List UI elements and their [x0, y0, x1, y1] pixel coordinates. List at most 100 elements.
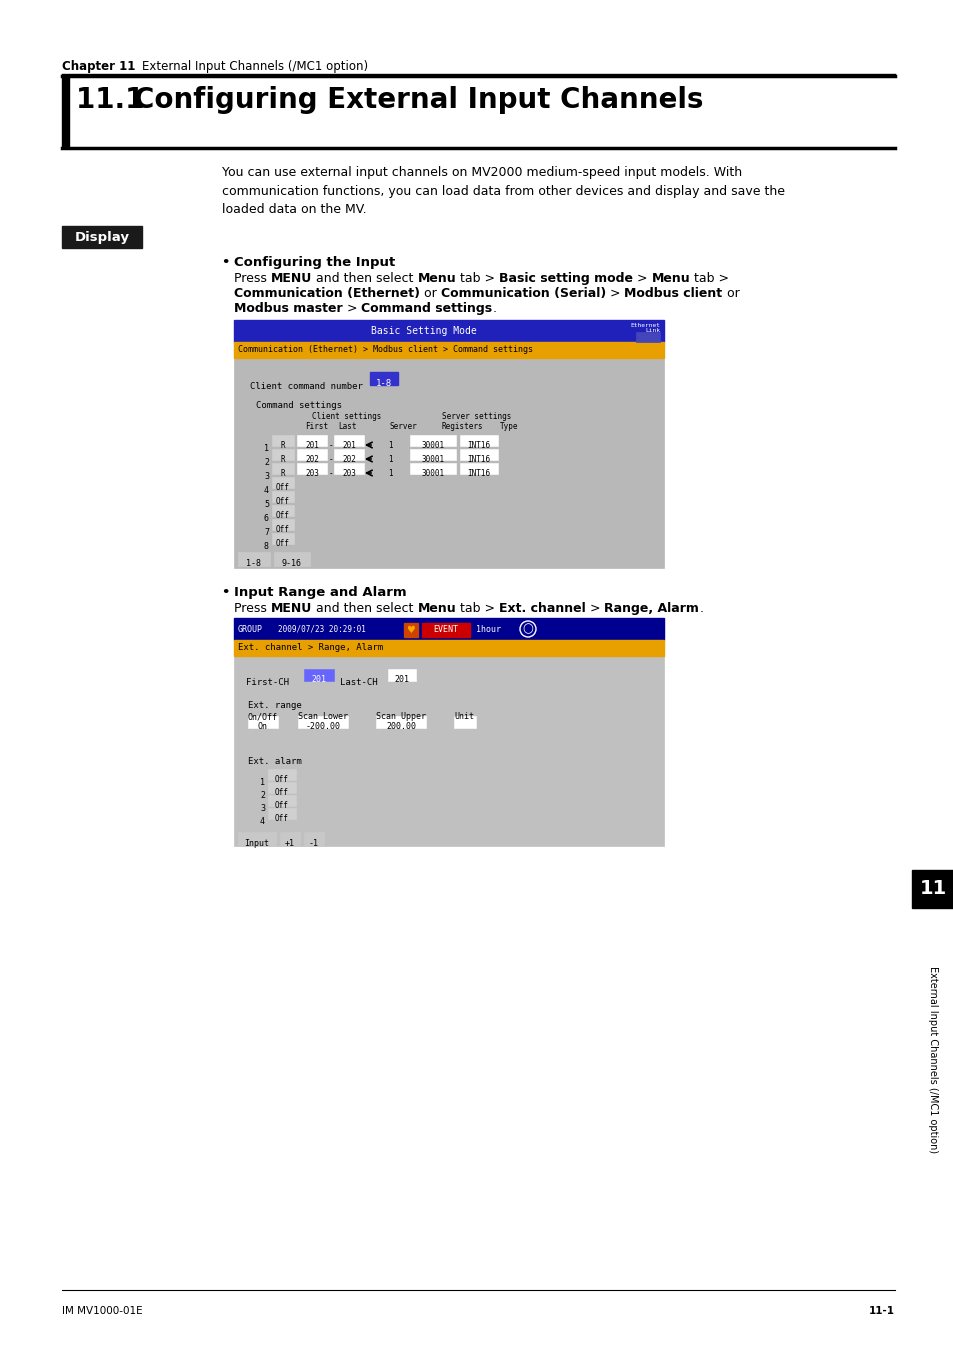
Text: Menu: Menu: [651, 271, 690, 285]
Text: Off: Off: [275, 512, 290, 520]
Bar: [296, 463, 327, 474]
Text: Ext. range: Ext. range: [248, 701, 301, 710]
Text: 203: 203: [342, 468, 355, 478]
Text: 30001: 30001: [421, 468, 444, 478]
Bar: [272, 463, 294, 474]
Bar: [62, 76, 69, 148]
Text: ♥: ♥: [406, 625, 415, 634]
Text: 1: 1: [387, 468, 392, 478]
Bar: [233, 320, 663, 342]
Bar: [459, 450, 497, 460]
Text: Off: Off: [275, 539, 290, 548]
Text: You can use external input channels on MV2000 medium-speed input models. With
co: You can use external input channels on M…: [222, 166, 784, 216]
Bar: [268, 769, 295, 780]
Bar: [272, 477, 294, 487]
Text: +1: +1: [285, 838, 294, 848]
Text: 6: 6: [264, 514, 269, 522]
Text: Last-CH: Last-CH: [339, 678, 377, 687]
Text: Client settings: Client settings: [312, 412, 381, 421]
Text: .: .: [699, 602, 702, 616]
Text: and then select: and then select: [312, 271, 417, 285]
Text: Communication (Ethernet): Communication (Ethernet): [233, 288, 419, 300]
Text: Menu: Menu: [417, 271, 456, 285]
Text: -1: -1: [309, 838, 318, 848]
Text: 2009/07/23 20:29:01: 2009/07/23 20:29:01: [277, 625, 366, 633]
Text: Off: Off: [275, 483, 290, 491]
Bar: [911, 869, 953, 909]
Text: INT16: INT16: [467, 455, 490, 464]
Text: Modbus master: Modbus master: [233, 302, 342, 315]
Bar: [334, 450, 364, 460]
Bar: [459, 463, 497, 474]
Text: -: -: [329, 468, 334, 478]
Text: Ethernet
Link: Ethernet Link: [629, 323, 659, 333]
Text: 200.00: 200.00: [386, 722, 416, 730]
Text: Off: Off: [274, 775, 289, 784]
Text: Modbus client: Modbus client: [624, 288, 721, 300]
Bar: [296, 450, 327, 460]
Text: tab >: tab >: [456, 602, 498, 616]
Text: External Input Channels (/MC1 option): External Input Channels (/MC1 option): [927, 967, 937, 1153]
Bar: [334, 463, 364, 474]
Text: Communication (Ethernet) > Modbus client > Command settings: Communication (Ethernet) > Modbus client…: [237, 346, 533, 355]
Bar: [304, 832, 324, 846]
Text: Client command number: Client command number: [250, 382, 362, 391]
Text: 202: 202: [342, 455, 355, 464]
Text: Server settings: Server settings: [441, 412, 511, 421]
Text: Ext. alarm: Ext. alarm: [248, 757, 301, 765]
Text: Input Range and Alarm: Input Range and Alarm: [233, 586, 406, 599]
Text: Scan Lower: Scan Lower: [297, 711, 348, 721]
Text: Basic Setting Mode: Basic Setting Mode: [371, 325, 476, 336]
Text: Off: Off: [275, 497, 290, 506]
Text: First: First: [305, 423, 328, 431]
Text: 8: 8: [264, 541, 269, 551]
Bar: [233, 640, 663, 656]
Text: Server: Server: [390, 423, 417, 431]
Text: Last: Last: [337, 423, 356, 431]
Text: 1: 1: [387, 455, 392, 464]
Text: .: .: [492, 302, 496, 315]
Text: >: >: [342, 302, 361, 315]
Text: -200.00: -200.00: [305, 722, 340, 730]
Bar: [250, 392, 649, 540]
Text: 201: 201: [305, 441, 318, 450]
Text: 203: 203: [305, 468, 318, 478]
Text: 11-1: 11-1: [868, 1305, 894, 1316]
Text: 1-8: 1-8: [375, 379, 392, 387]
Text: MENU: MENU: [271, 271, 312, 285]
Text: 1hour: 1hour: [476, 625, 500, 633]
Text: Communication (Serial): Communication (Serial): [440, 288, 605, 300]
Text: >: >: [605, 288, 624, 300]
Text: IM MV1000-01E: IM MV1000-01E: [62, 1305, 143, 1316]
Text: GROUP: GROUP: [237, 625, 263, 633]
Text: or: or: [419, 288, 440, 300]
Text: Configuring the Input: Configuring the Input: [233, 256, 395, 269]
Text: R: R: [280, 455, 285, 464]
Text: Basic setting mode: Basic setting mode: [498, 271, 633, 285]
Text: ○: ○: [522, 622, 533, 636]
Text: 11: 11: [919, 879, 945, 899]
Bar: [272, 435, 294, 446]
Text: Configuring External Input Channels: Configuring External Input Channels: [133, 86, 702, 113]
Text: Ext. channel > Range, Alarm: Ext. channel > Range, Alarm: [237, 644, 383, 652]
Text: 30001: 30001: [421, 441, 444, 450]
Bar: [274, 552, 310, 566]
Bar: [410, 435, 456, 446]
Text: Chapter 11: Chapter 11: [62, 59, 135, 73]
Text: 11.1: 11.1: [76, 86, 164, 113]
Text: Display: Display: [74, 231, 130, 243]
Bar: [268, 809, 295, 819]
Bar: [237, 552, 270, 566]
Text: 201: 201: [342, 441, 355, 450]
Bar: [459, 435, 497, 446]
Text: R: R: [280, 441, 285, 450]
Text: First-CH: First-CH: [246, 678, 289, 687]
Text: Command settings: Command settings: [361, 302, 492, 315]
Bar: [388, 670, 416, 680]
Bar: [403, 622, 417, 637]
Text: Range, Alarm: Range, Alarm: [604, 602, 699, 616]
Text: R: R: [280, 468, 285, 478]
Bar: [233, 320, 663, 568]
Text: 9-16: 9-16: [282, 559, 302, 568]
Bar: [370, 373, 397, 385]
